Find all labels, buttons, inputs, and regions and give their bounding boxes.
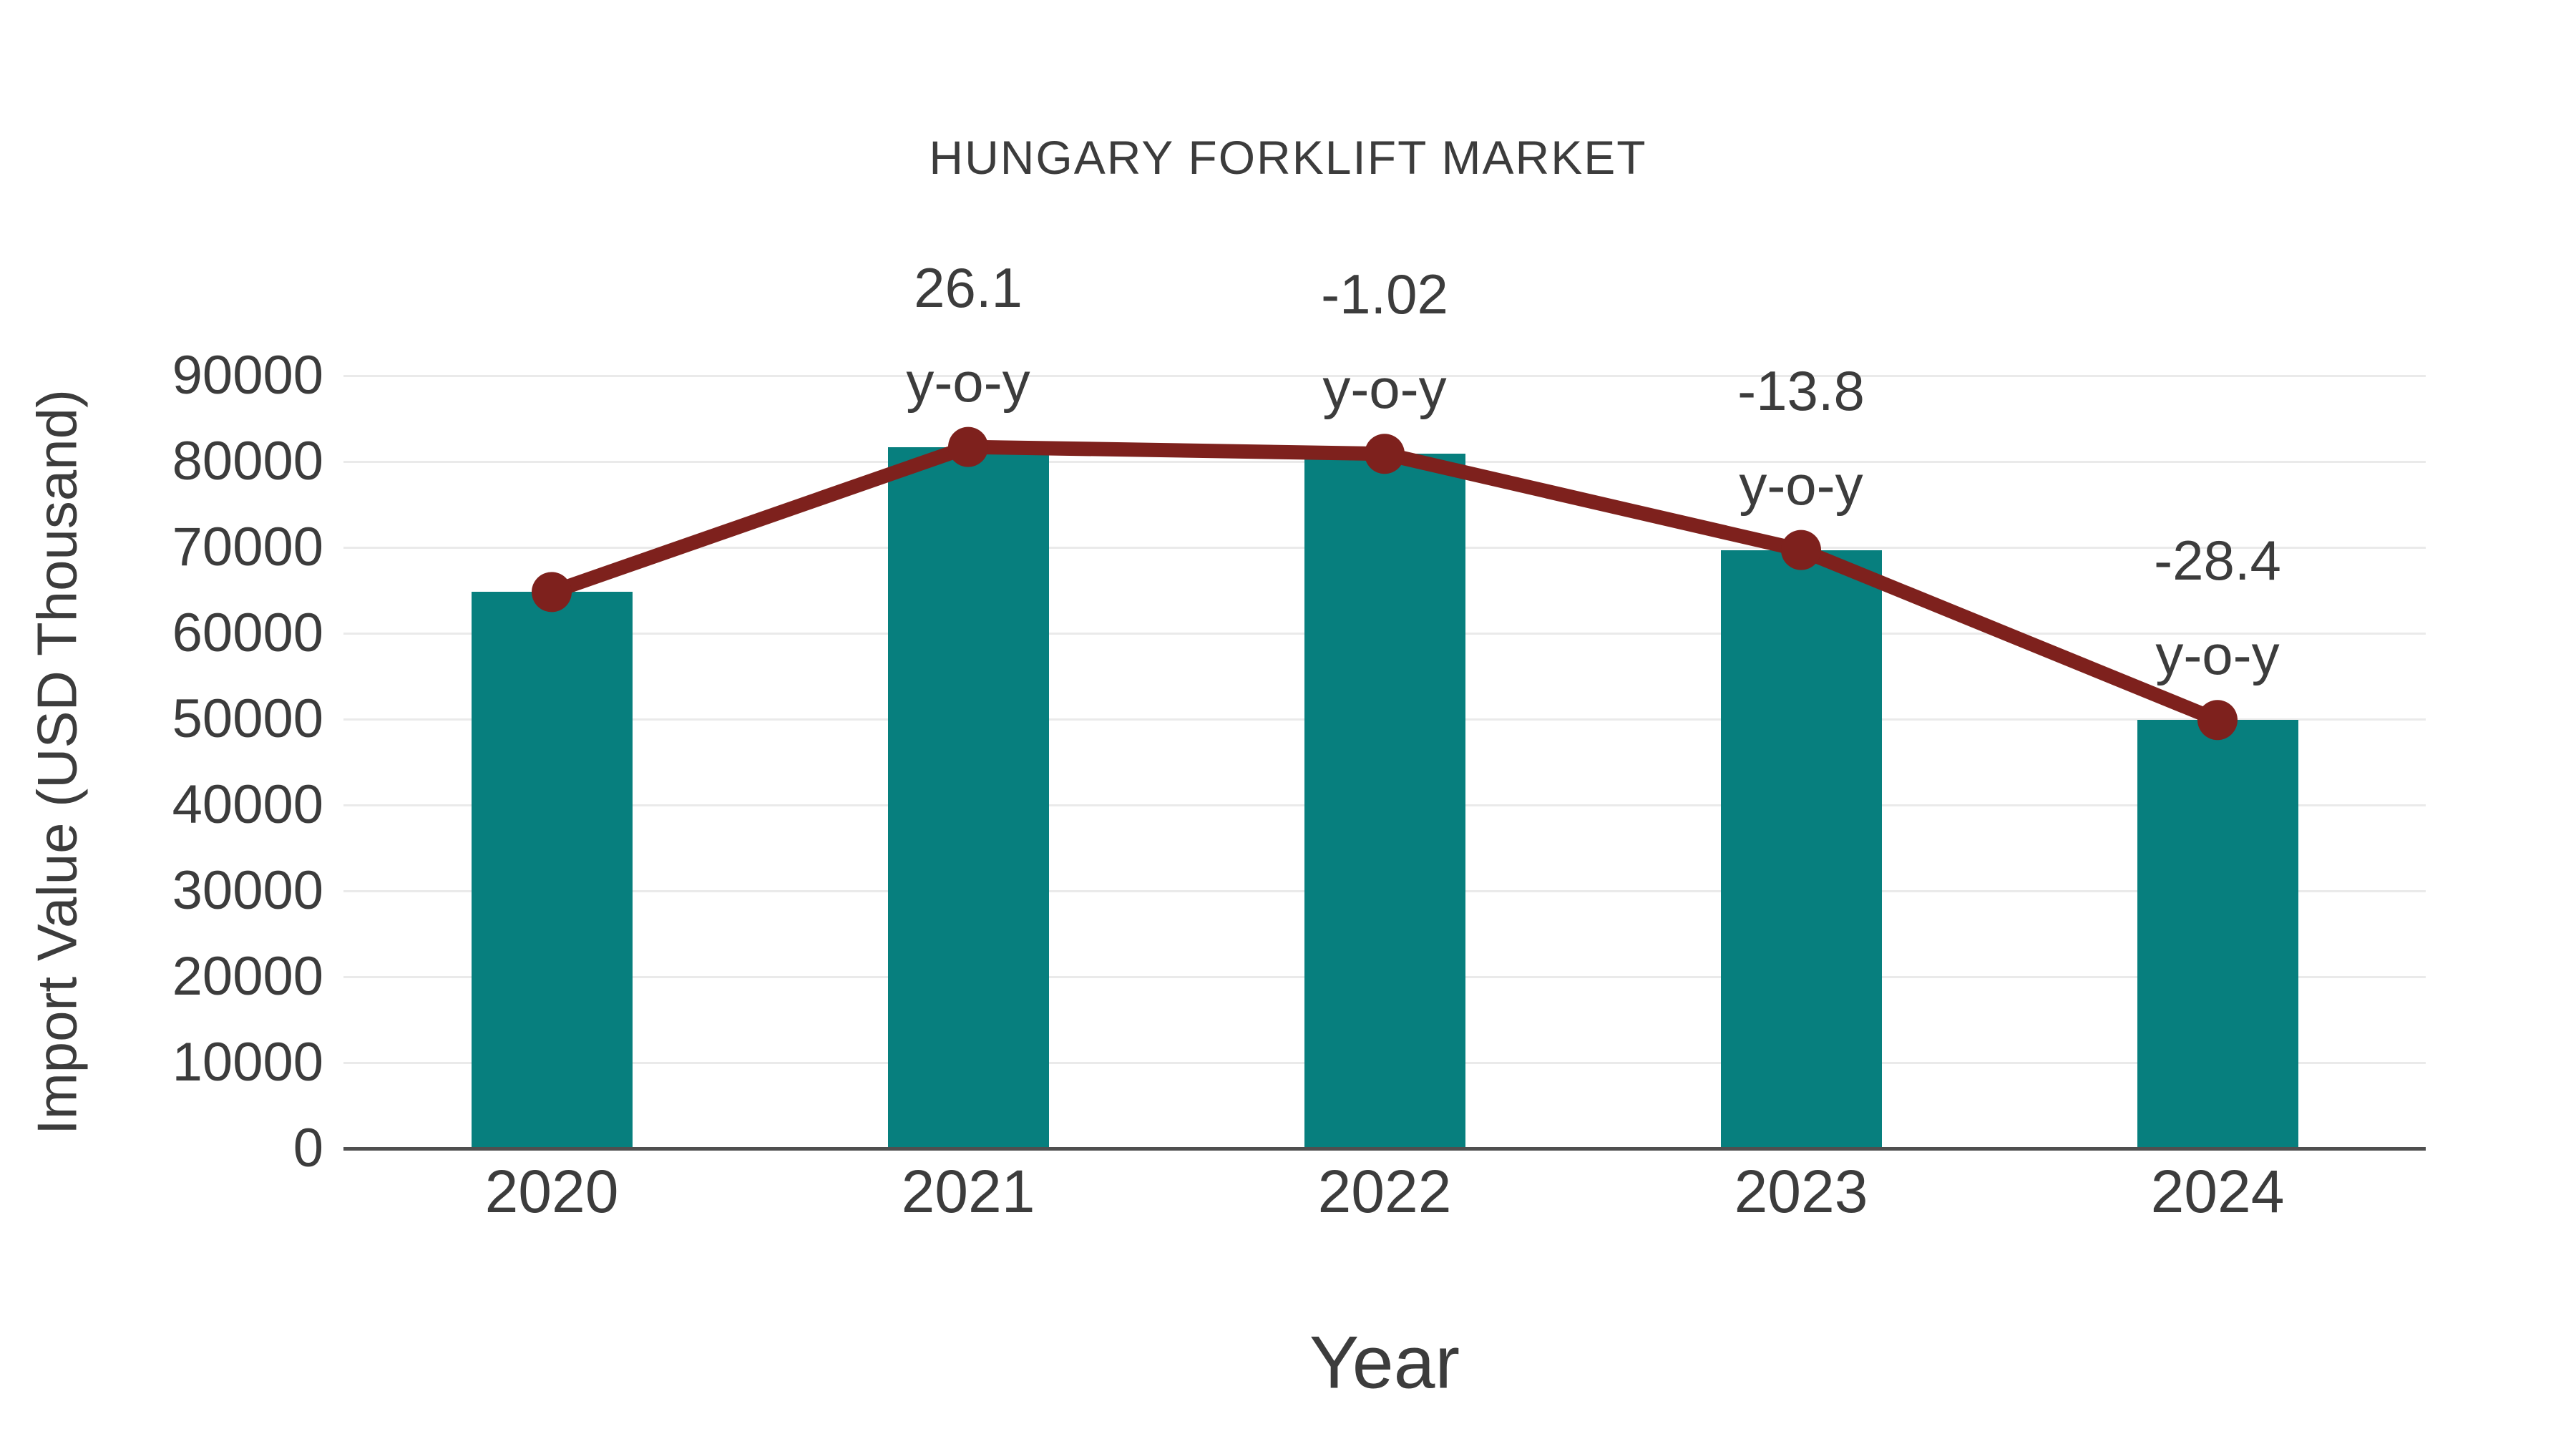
x-tick-label-2020: 2020 bbox=[484, 1158, 619, 1225]
chart-title: HUNGARY FORKLIFT MARKET bbox=[929, 131, 1647, 184]
y-tick-label-10000: 10000 bbox=[172, 1032, 323, 1093]
y-tick-label-70000: 70000 bbox=[172, 517, 323, 577]
y-tick-label-50000: 50000 bbox=[172, 688, 323, 749]
annotation-2022: -1.02 y-o-y bbox=[1321, 263, 1448, 421]
data-point-2021 bbox=[948, 426, 988, 467]
bar-2024 bbox=[2137, 720, 2298, 1148]
x-tick-label-2022: 2022 bbox=[1317, 1158, 1452, 1225]
bar-2020 bbox=[471, 592, 633, 1148]
bar-2021 bbox=[887, 447, 1049, 1148]
x-tick-label-2024: 2024 bbox=[2150, 1158, 2285, 1225]
annotation-2021: 26.1 y-o-y bbox=[906, 255, 1030, 414]
data-point-2020 bbox=[532, 572, 572, 613]
y-tick-label-40000: 40000 bbox=[172, 774, 323, 835]
data-point-2023 bbox=[1781, 530, 1821, 570]
annotation-2023: -13.8 y-o-y bbox=[1737, 358, 1865, 517]
data-point-2024 bbox=[2197, 700, 2238, 741]
x-axis-title: Year bbox=[1309, 1321, 1460, 1405]
x-tick-label-2023: 2023 bbox=[1734, 1158, 1868, 1225]
x-axis-line bbox=[343, 1147, 2426, 1151]
y-tick-label-0: 0 bbox=[293, 1118, 323, 1179]
y-tick-label-30000: 30000 bbox=[172, 860, 323, 921]
annotation-2024: -28.4 y-o-y bbox=[2154, 529, 2281, 687]
gridline-90000 bbox=[343, 375, 2426, 377]
y-tick-label-60000: 60000 bbox=[172, 602, 323, 663]
bar-2023 bbox=[1720, 550, 1882, 1148]
data-point-2022 bbox=[1365, 434, 1405, 474]
y-tick-label-80000: 80000 bbox=[172, 431, 323, 492]
x-tick-label-2021: 2021 bbox=[901, 1158, 1035, 1225]
bar-2022 bbox=[1304, 454, 1465, 1148]
y-tick-label-90000: 90000 bbox=[172, 345, 323, 406]
y-tick-label-20000: 20000 bbox=[172, 946, 323, 1007]
